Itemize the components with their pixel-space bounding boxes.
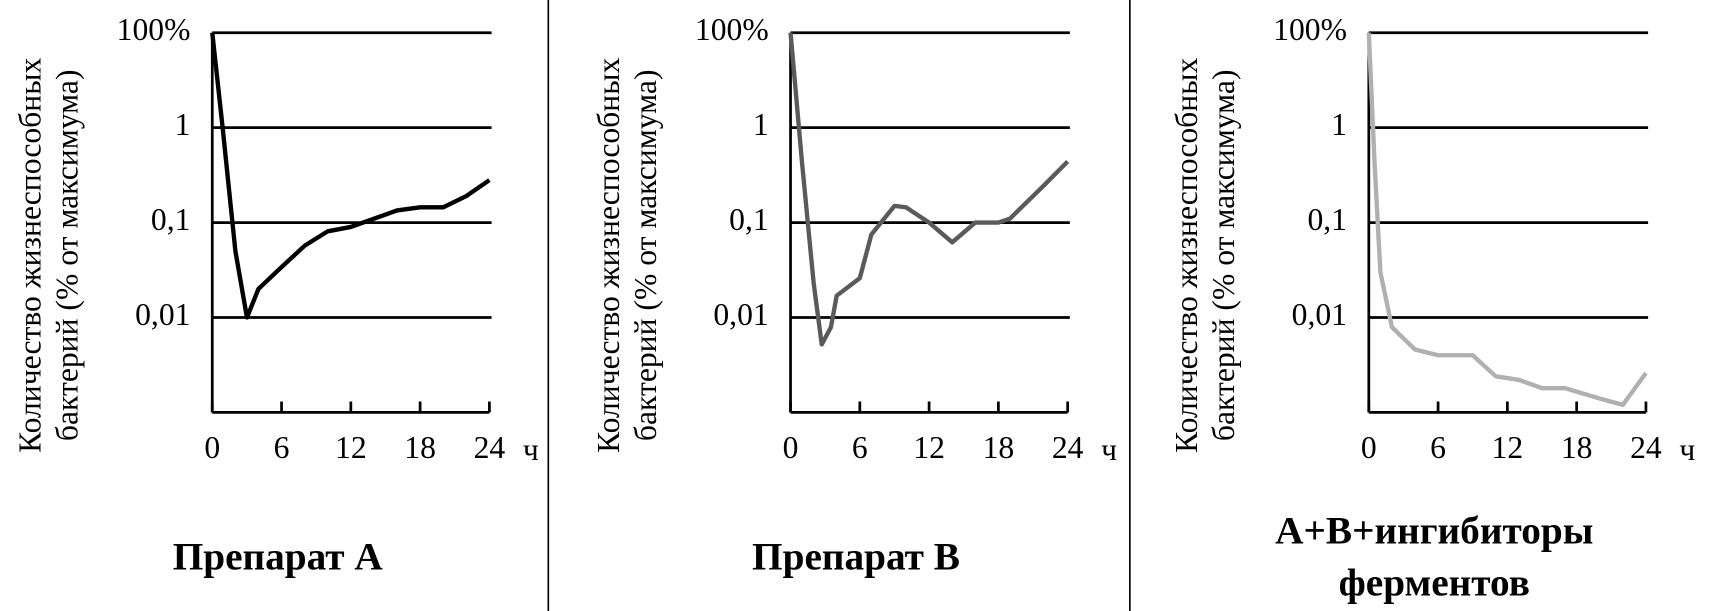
- y-tick-label: 0,01: [135, 297, 190, 332]
- x-tick-label: 12: [913, 430, 945, 465]
- x-tick-label: 6: [852, 430, 868, 465]
- chart-title: Препарат А: [172, 534, 383, 579]
- data-line: [1366, 32, 1648, 408]
- y-axis-label: бактерий (% от максимума): [50, 70, 85, 442]
- y-tick-label: 0,1: [1307, 202, 1347, 237]
- y-axis-label: бактерий (% от максимума): [628, 70, 663, 442]
- x-tick-label: 24: [474, 430, 506, 465]
- x-tick-label: 24: [1052, 430, 1084, 465]
- x-tick-label: 12: [1492, 430, 1524, 465]
- x-tick-label: 0: [783, 430, 799, 465]
- title-box: А+В+ингибиторы ферментов: [1275, 508, 1594, 605]
- x-tick-label: 0: [204, 430, 220, 465]
- x-tick-label: 24: [1630, 430, 1662, 465]
- y-axis-label: бактерий (% от максимума): [1206, 70, 1241, 442]
- x-tick-label: 6: [1430, 430, 1446, 465]
- y-tick-label: 0,01: [1292, 297, 1347, 332]
- chart-title: Препарат В: [752, 534, 960, 579]
- y-tick-label: 100%: [695, 12, 769, 47]
- y-axis-label: Количество жизнеспособных: [13, 58, 48, 453]
- y-tick-label: 1: [753, 107, 769, 142]
- data-line: [788, 32, 1070, 347]
- x-tick-label: 0: [1361, 430, 1377, 465]
- x-axis-label: ч: [1101, 432, 1117, 467]
- x-axis-label: ч: [523, 432, 539, 467]
- y-tick-label: 0,1: [151, 202, 191, 237]
- y-tick-label: 100%: [117, 12, 191, 47]
- y-tick-label: 0,01: [713, 297, 768, 332]
- y-tick-label: 100%: [1273, 12, 1347, 47]
- x-tick-label: 18: [404, 430, 436, 465]
- y-axis-label: Количество жизнеспособных: [591, 58, 626, 453]
- chart-title: А+В+ингибиторы ферментов: [1275, 508, 1594, 605]
- y-axis-label: Количество жизнеспособных: [1169, 58, 1204, 453]
- x-tick-label: 18: [1561, 430, 1593, 465]
- x-tick-label: 12: [335, 430, 367, 465]
- x-tick-label: 18: [983, 430, 1015, 465]
- data-line: [210, 32, 491, 320]
- title-box: Препарат В: [752, 534, 960, 579]
- x-axis-label: ч: [1679, 432, 1695, 467]
- y-tick-label: 1: [175, 107, 191, 142]
- y-tick-label: 0,1: [729, 202, 769, 237]
- x-tick-label: 6: [274, 430, 290, 465]
- y-tick-label: 1: [1331, 107, 1347, 142]
- title-box: Препарат А: [172, 534, 383, 579]
